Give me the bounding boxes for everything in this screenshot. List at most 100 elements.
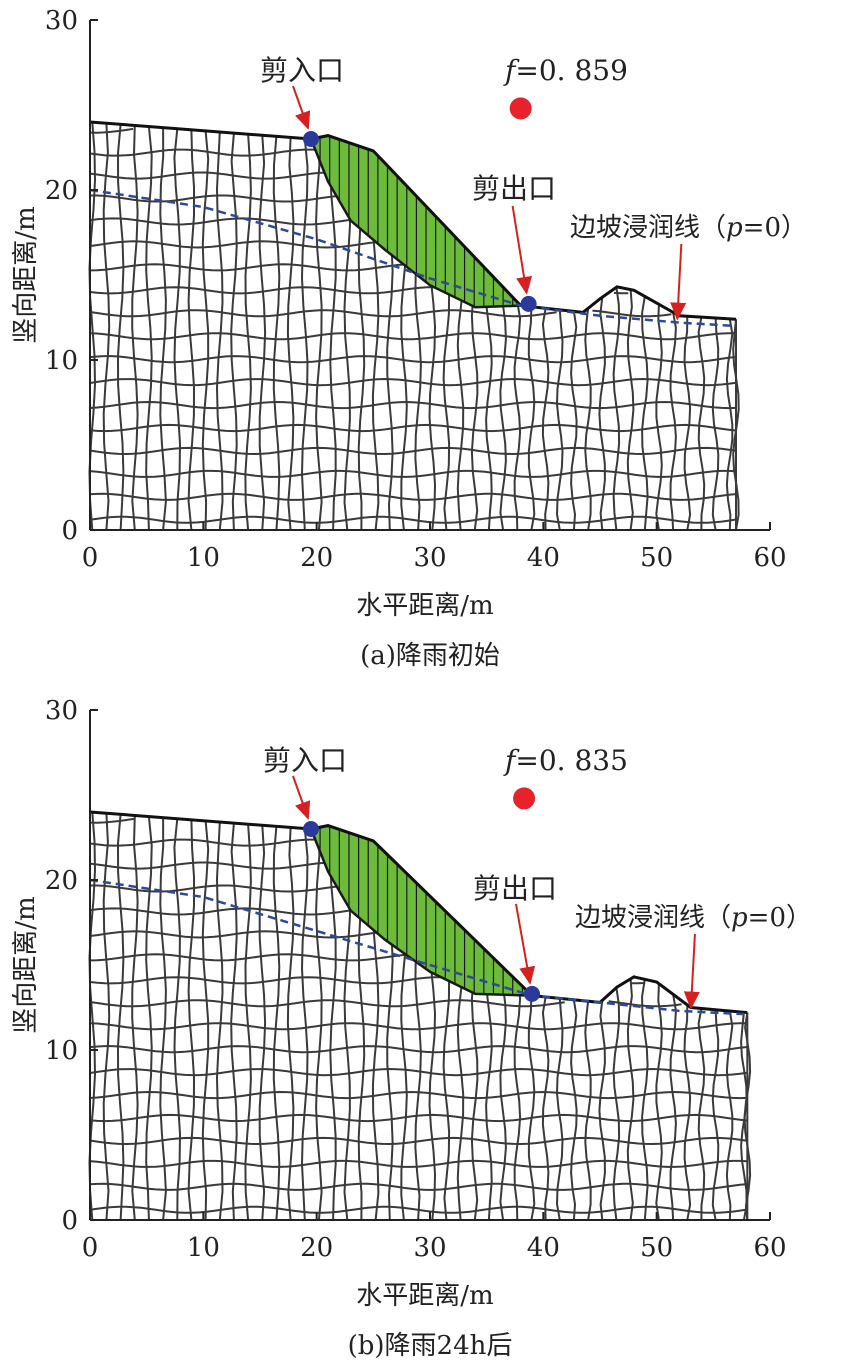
mesh-vertical-line — [499, 287, 507, 531]
mesh-vertical-line — [315, 137, 323, 531]
mesh-vertical-line — [655, 304, 663, 531]
mesh-horizontal-line — [89, 1136, 748, 1146]
mesh-vertical-line — [683, 316, 692, 531]
phreatic-label-tail: =0） — [743, 213, 807, 243]
y-tick-label: 10 — [45, 1036, 78, 1066]
mesh-vertical-line — [598, 1000, 606, 1221]
phreatic-label-main: 边坡浸润线（ — [575, 903, 731, 933]
phreatic-label-tail: =0） — [748, 903, 812, 933]
mesh-vertical-line — [598, 297, 606, 531]
mesh-vertical-line — [258, 135, 267, 531]
panel-caption: (a)降雨初始 — [360, 641, 500, 671]
mesh-vertical-line — [485, 953, 493, 1221]
exit-point-marker — [520, 295, 537, 312]
exit-point-marker — [524, 985, 540, 1002]
mesh-vertical-line — [641, 979, 649, 1221]
x-axis-label: 水平距离/m — [356, 591, 493, 621]
mesh-vertical-line — [655, 983, 663, 1221]
entry-arrow — [292, 775, 311, 820]
mesh-vertical-line — [300, 828, 309, 1221]
mesh-vertical-line — [555, 309, 564, 531]
phreatic-label: 边坡浸润线（p=0） — [575, 903, 812, 933]
y-tick-label: 20 — [45, 866, 78, 896]
f-value: =0. 859 — [515, 54, 628, 87]
mesh-horizontal-line — [89, 1113, 748, 1123]
mesh-horizontal-line — [89, 127, 134, 134]
mesh-horizontal-line — [89, 1205, 748, 1214]
entry-point-marker — [303, 821, 319, 837]
mesh-vertical-line — [215, 131, 224, 531]
axes: 0 10 20 30 40 50 60 0 10 20 30 — [45, 696, 787, 1263]
phreatic-label-main: 边坡浸润线（ — [570, 213, 726, 243]
mesh-vertical-line — [584, 1001, 592, 1221]
x-tick-label: 0 — [82, 543, 99, 573]
mesh-vertical-line — [499, 967, 507, 1221]
mesh-vertical-line — [697, 316, 706, 531]
mesh-vertical-line — [626, 978, 635, 1221]
safety-factor-dot — [509, 97, 532, 120]
mesh-vertical-line — [669, 994, 677, 1221]
safety-factor-dot — [513, 787, 536, 810]
mesh-horizontal-line — [89, 817, 134, 824]
mesh-horizontal-line — [89, 355, 737, 364]
mesh-horizontal-line — [89, 999, 682, 1008]
x-tick-label: 40 — [527, 1233, 560, 1263]
mesh-horizontal-line — [89, 1045, 748, 1054]
mesh-vertical-line — [159, 817, 167, 1221]
phreatic-arrow — [683, 933, 700, 1010]
mesh-horizontal-line — [89, 469, 737, 478]
mesh-vertical-line — [527, 306, 536, 531]
mesh-horizontal-line — [89, 423, 737, 433]
phreatic-label: 边坡浸润线（p=0） — [570, 213, 807, 243]
mesh-horizontal-line — [89, 332, 736, 341]
mesh-vertical-line — [131, 125, 139, 531]
mesh-vertical-line — [230, 133, 238, 531]
slope-chart-a: 0 10 20 30 40 50 60 0 10 20 30 剪入口 f=0. 859 剪出口 边坡… — [11, 6, 807, 671]
mesh-vertical-line — [527, 994, 536, 1221]
phreatic-label-p: p — [726, 213, 743, 243]
mesh-vertical-line — [555, 998, 564, 1221]
entry-point-marker — [303, 131, 319, 147]
mesh-vertical-line — [626, 289, 635, 531]
mesh-vertical-line — [173, 818, 182, 1221]
x-axis-label: 水平距离/m — [356, 1281, 493, 1311]
mesh-vertical-line — [244, 134, 252, 531]
mesh-vertical-line — [541, 996, 550, 1221]
mesh-vertical-line — [485, 272, 493, 531]
mesh-vertical-line — [711, 1009, 720, 1221]
safety-factor-label: f=0. 835 — [503, 744, 628, 777]
exit-label: 剪出口 — [472, 172, 556, 205]
mesh-horizontal-line — [89, 309, 672, 318]
phreatic-arrow — [670, 243, 687, 321]
panel-b: 0 10 20 30 40 50 60 0 10 20 30 剪入口 f=0. 835 剪出口 边坡… — [0, 690, 860, 1365]
mesh-vertical-line — [131, 815, 139, 1221]
mesh-vertical-line — [286, 827, 295, 1221]
fem-mesh — [88, 122, 740, 531]
x-tick-label: 10 — [187, 543, 220, 573]
mesh-vertical-line — [513, 301, 522, 531]
mesh-vertical-line — [584, 308, 592, 531]
axes: 0 10 20 30 40 50 60 0 10 20 30 — [45, 6, 787, 573]
mesh-horizontal-line — [89, 492, 737, 501]
y-tick-label: 10 — [45, 346, 78, 376]
mesh-vertical-line — [300, 138, 309, 531]
mesh-vertical-line — [116, 124, 125, 531]
x-tick-label: 50 — [640, 1233, 673, 1263]
f-value: =0. 835 — [515, 744, 628, 777]
entry-label: 剪入口 — [260, 54, 344, 87]
mesh-vertical-line — [102, 123, 111, 531]
slide-mass-hatching — [319, 826, 523, 996]
mesh-horizontal-line — [89, 1159, 748, 1168]
mesh-vertical-line — [541, 308, 550, 531]
mesh-vertical-line — [513, 981, 522, 1221]
exit-label: 剪出口 — [473, 872, 557, 905]
mesh-vertical-line — [272, 136, 281, 531]
exit-arrow — [515, 903, 536, 985]
mesh-vertical-line — [215, 821, 224, 1221]
x-tick-label: 30 — [413, 543, 446, 573]
y-axis-label: 竖向距离/m — [11, 206, 41, 343]
mesh-horizontal-line — [89, 446, 737, 456]
mesh-vertical-line — [258, 825, 267, 1221]
y-axis-label: 竖向距离/m — [11, 896, 41, 1033]
mesh-horizontal-line — [89, 1022, 748, 1031]
